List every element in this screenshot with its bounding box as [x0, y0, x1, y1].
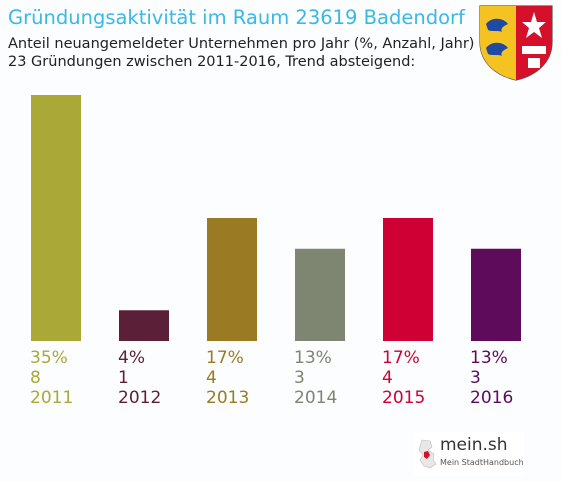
count-label-2016: 3 — [470, 368, 481, 388]
coat-of-arms-icon — [479, 5, 553, 81]
count-label-2013: 4 — [206, 368, 217, 388]
subtitle-line-2: 23 Gründungen zwischen 2011-2016, Trend … — [8, 54, 416, 70]
subtitle-line-1: Anteil neuangemeldeter Unternehmen pro J… — [8, 36, 475, 52]
count-label-2012: 1 — [118, 368, 129, 388]
year-label-2014: 2014 — [294, 388, 337, 408]
percent-label-2014: 13% — [294, 348, 332, 368]
logo-name: mein.sh — [440, 435, 508, 455]
bar-2015 — [383, 218, 433, 341]
schleswig-holstein-map-icon — [418, 439, 437, 469]
count-label-2014: 3 — [294, 368, 305, 388]
bar-2013 — [207, 218, 257, 341]
year-label-2015: 2015 — [382, 388, 425, 408]
percent-label-2012: 4% — [118, 348, 145, 368]
percent-label-2015: 17% — [382, 348, 420, 368]
count-label-2015: 4 — [382, 368, 393, 388]
chart-subtitle: Anteil neuangemeldeter Unternehmen pro J… — [8, 35, 474, 71]
bar-2011 — [31, 95, 81, 341]
year-label-2011: 2011 — [30, 388, 73, 408]
bar-chart: 35%820114%1201217%4201313%3201417%420151… — [30, 95, 521, 408]
percent-label-2016: 13% — [470, 348, 508, 368]
bar-2016 — [471, 248, 521, 341]
percent-label-2013: 17% — [206, 348, 244, 368]
percent-label-2011: 35% — [30, 348, 68, 368]
chart-title: Gründungsaktivität im Raum 23619 Badendo… — [8, 6, 465, 29]
logo-tagline: Mein StadtHandbuch — [440, 458, 524, 467]
count-label-2011: 8 — [30, 368, 41, 388]
year-label-2016: 2016 — [470, 388, 513, 408]
bar-2012 — [119, 310, 169, 341]
year-label-2012: 2012 — [118, 388, 161, 408]
year-label-2013: 2013 — [206, 388, 249, 408]
bar-2014 — [295, 248, 345, 341]
mein-sh-logo: mein.sh Mein StadtHandbuch — [414, 432, 524, 476]
